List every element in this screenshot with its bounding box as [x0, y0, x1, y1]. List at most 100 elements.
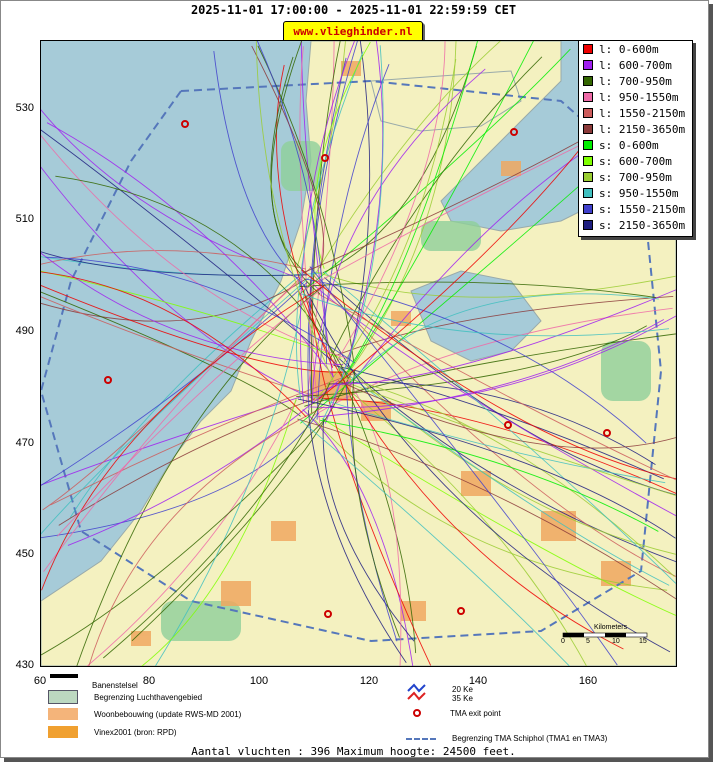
- key-vinex: Vinex2001 (bron: RPD): [48, 726, 177, 738]
- flight-track: [309, 266, 618, 666]
- flight-track: [256, 41, 327, 364]
- flight-track: [337, 380, 676, 449]
- flight-track: [41, 250, 306, 270]
- scale-tick: 5: [586, 638, 590, 645]
- flight-track: [276, 64, 334, 368]
- y-tick-label: 530: [15, 102, 34, 114]
- tma-exit-point: [321, 154, 329, 162]
- flight-track: [86, 399, 297, 666]
- flight-track: [305, 278, 647, 444]
- flight-track: [333, 364, 664, 480]
- flight-track: [154, 290, 306, 666]
- legend-label: s: 600-700m: [599, 154, 672, 168]
- legend-swatch: [583, 172, 593, 182]
- flight-track: [307, 57, 347, 410]
- flight-track: [298, 290, 624, 650]
- legend-entry: l: 0-600m: [583, 41, 659, 57]
- legend-label: l: 0-600m: [599, 42, 659, 56]
- tma-exit-point: [603, 429, 611, 437]
- legend-swatch: [583, 76, 593, 86]
- flight-track: [316, 59, 457, 400]
- tma-exit-point: [504, 421, 512, 429]
- flight-track: [301, 293, 670, 337]
- flight-track: [324, 277, 676, 496]
- site-badge[interactable]: www.vlieghinder.nl: [283, 21, 423, 43]
- flight-track: [43, 276, 304, 572]
- flight-track: [298, 418, 570, 666]
- key-housing: Woonbebouwing (update RWS-MD 2001): [48, 708, 241, 720]
- flight-track: [345, 384, 398, 642]
- legend-entry: s: 0-600m: [583, 137, 659, 153]
- flight-track: [55, 175, 349, 379]
- x-tick-label: 120: [359, 675, 379, 687]
- legend-label: s: 0-600m: [599, 138, 659, 152]
- flight-track: [318, 319, 665, 418]
- tma-exit-points: [104, 120, 611, 618]
- legend-swatch: [583, 92, 593, 102]
- y-tick-label: 490: [15, 325, 34, 337]
- scale-tick: 10: [612, 638, 620, 645]
- flight-track: [141, 398, 297, 666]
- flight-track: [320, 419, 659, 532]
- flight-track: [322, 398, 676, 494]
- y-tick-label: 510: [15, 213, 34, 225]
- flight-track: [336, 41, 446, 363]
- page-title: 2025-11-01 17:00:00 - 2025-11-01 22:59:5…: [190, 3, 517, 17]
- legend-label: l: 950-1550m: [599, 90, 679, 104]
- flight-track: [302, 409, 414, 666]
- legend-label: s: 2150-3650m: [599, 218, 686, 232]
- flight-track: [299, 41, 356, 404]
- scale-tick: 15: [639, 638, 647, 645]
- key-noise-contours: [406, 682, 428, 702]
- key-ke20: 20 Ke: [452, 685, 473, 694]
- flight-track: [333, 289, 676, 385]
- x-tick-label: 100: [249, 675, 269, 687]
- flight-track: [312, 307, 673, 417]
- legend-entry: s: 1550-2150m: [583, 201, 685, 217]
- flight-track: [348, 382, 676, 496]
- flight-track: [299, 281, 657, 298]
- legend-swatch: [583, 108, 593, 118]
- flight-track: [321, 418, 676, 616]
- x-tick-label: 160: [578, 675, 598, 687]
- x-tick-label: 80: [142, 675, 156, 687]
- flight-track: [311, 68, 486, 404]
- runway-symbol: [50, 674, 78, 678]
- flight-track-map: Kilometers 0 5 10 15: [40, 40, 677, 667]
- map-key: Banenstelsel Begrenzing Luchthavengebied…: [40, 668, 675, 746]
- legend-entry: s: 950-1550m: [583, 185, 678, 201]
- green-zones: [161, 141, 651, 641]
- legend-entry: l: 600-700m: [583, 57, 672, 73]
- flight-track: [309, 41, 358, 399]
- tma-exit-point: [181, 120, 189, 128]
- flight-track: [351, 293, 659, 381]
- flight-track: [351, 369, 400, 638]
- flight-track: [56, 288, 323, 537]
- legend-swatch: [583, 44, 593, 54]
- key-ke35: 35 Ke: [452, 694, 473, 703]
- flight-track: [307, 41, 502, 287]
- scale-label: Kilometers: [594, 624, 628, 631]
- legend-label: l: 700-950m: [599, 74, 672, 88]
- legend-entry: s: 2150-3650m: [583, 217, 685, 233]
- legend-entry: s: 600-700m: [583, 153, 672, 169]
- y-tick-label: 430: [15, 659, 34, 671]
- legend-label: l: 2150-3650m: [599, 122, 686, 136]
- flight-track: [41, 418, 326, 656]
- flight-track: [41, 285, 325, 591]
- legend-swatch: [583, 60, 593, 70]
- legend-entry: l: 700-950m: [583, 73, 672, 89]
- flight-track: [303, 285, 671, 653]
- flight-track: [255, 41, 335, 383]
- flight-track: [41, 270, 342, 359]
- flight-track: [334, 295, 674, 357]
- legend-label: l: 1550-2150m: [599, 106, 686, 120]
- flight-track: [41, 271, 307, 418]
- flight-track: [333, 359, 402, 666]
- legend-swatch: [583, 140, 593, 150]
- flight-track: [257, 45, 355, 362]
- flight-track: [301, 269, 676, 480]
- flight-track: [329, 56, 543, 360]
- legend-label: s: 700-950m: [599, 170, 672, 184]
- key-tma-boundary: Begrenzing TMA Schiphol (TMA1 en TMA3): [406, 734, 607, 743]
